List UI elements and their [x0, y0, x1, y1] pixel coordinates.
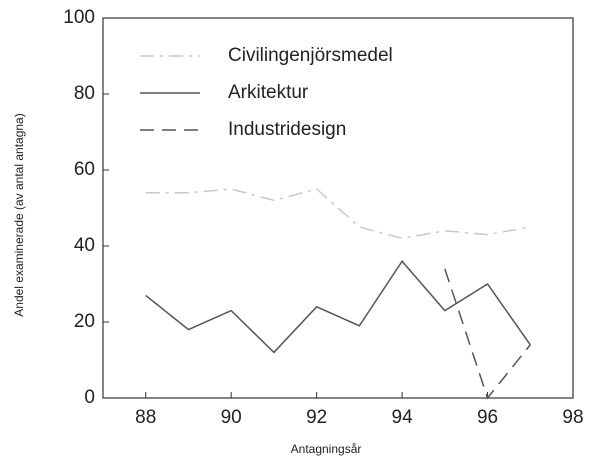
x-tick-label: 98: [562, 407, 583, 428]
y-tick-label: 40: [74, 235, 95, 256]
x-axis-label: Antagningsår: [291, 442, 362, 456]
line: [444, 268, 531, 400]
y-tick-label: 0: [84, 387, 95, 408]
x-tick-label: 92: [306, 407, 327, 428]
line: [145, 188, 531, 240]
x-tick-label: 88: [135, 407, 156, 428]
legend-label: Industridesign: [228, 119, 346, 140]
x-tick-label: 90: [221, 407, 242, 428]
plot-frame: [102, 17, 574, 399]
legend-label: Civilingenjörsmedel: [228, 45, 393, 66]
y-tick-label: 100: [63, 7, 95, 28]
y-axis-label: Andel examinerade (av antal antagna): [12, 113, 26, 316]
y-tick-label: 60: [74, 159, 95, 180]
y-tick-label: 80: [74, 83, 95, 104]
x-tick-label: 96: [477, 407, 498, 428]
line: [145, 259, 531, 354]
legend-label: Arkitektur: [228, 82, 309, 103]
y-tick-label: 20: [74, 311, 95, 332]
x-tick-label: 94: [392, 407, 414, 428]
